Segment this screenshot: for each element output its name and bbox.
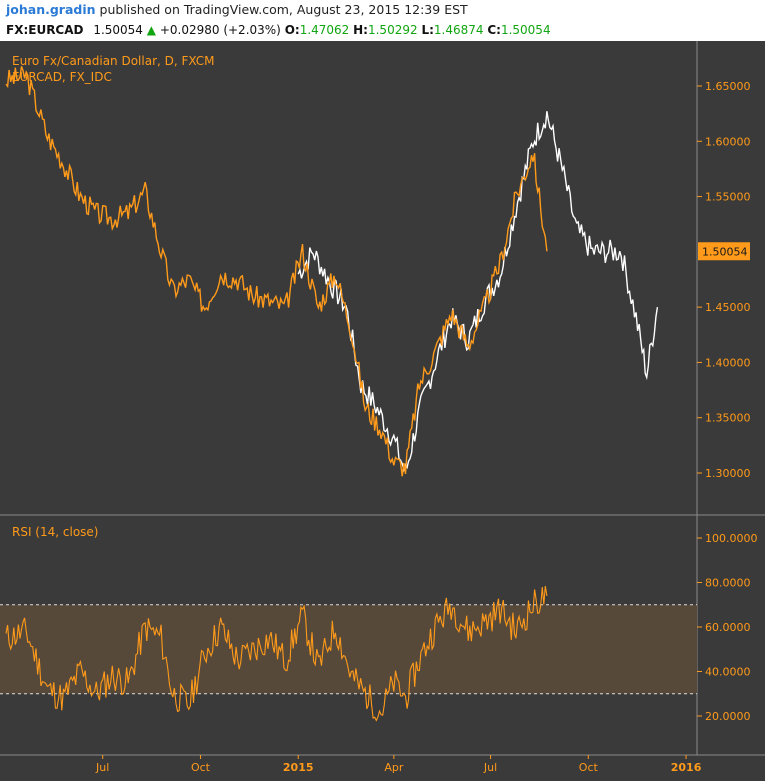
rsi-tick-label: 100.0000	[705, 532, 758, 545]
published-text: published on TradingView.com, August 23,…	[99, 2, 468, 17]
high-value: 1.50292	[367, 23, 418, 37]
price-tick-label: 1.55000	[705, 191, 751, 204]
author-link[interactable]: johan.gradin	[6, 2, 96, 17]
compare-series-title: EURCAD, FX_IDC	[12, 70, 112, 84]
rsi-tick-label: 60.0000	[705, 621, 751, 634]
price-tick-label: 1.60000	[705, 135, 751, 148]
time-tick-label: 2015	[283, 761, 314, 774]
open-value: 1.47062	[299, 23, 350, 37]
time-tick-label: Jul	[483, 761, 497, 774]
symbol-name: FX:EURCAD	[6, 23, 84, 37]
primary-series-line	[5, 66, 548, 477]
price-tick-label: 1.65000	[705, 80, 751, 93]
rsi-pane[interactable]: 100.0000 80.0000 60.0000 40.0000 20.0000	[0, 532, 758, 723]
last-price-badge	[698, 242, 750, 261]
symbol-quote-bar: FX:EURCAD 1.50054 ▲ +0.02980 (+2.03%) O:…	[0, 20, 765, 40]
up-arrow-icon: ▲	[146, 23, 156, 37]
publish-header: johan.gradin published on TradingView.co…	[0, 0, 765, 20]
price-pane[interactable]: 1.65000 1.60000 1.55000 1.45000 1.40000 1.350…	[5, 66, 751, 480]
time-tick-label: 2016	[671, 761, 702, 774]
change-value: +0.02980 (+2.03%)	[159, 23, 281, 37]
close-value: 1.50054	[500, 23, 551, 37]
high-label: H:	[353, 23, 368, 37]
price-tick-label: 1.30000	[705, 467, 751, 480]
time-tick-label: Apr	[384, 761, 404, 774]
time-tick-label: Jul	[95, 761, 109, 774]
time-tick-label: Oct	[579, 761, 599, 774]
rsi-tick-label: 40.0000	[705, 666, 751, 679]
main-series-title: Euro Fx/Canadian Dollar, D, FXCM	[12, 54, 215, 68]
rsi-line	[5, 586, 548, 722]
time-tick-label: Oct	[191, 761, 211, 774]
rsi-tick-label: 20.0000	[705, 710, 751, 723]
rsi-title: RSI (14, close)	[12, 525, 98, 539]
rsi-tick-label: 80.0000	[705, 577, 751, 590]
last-price-label: 1.50054	[702, 245, 748, 258]
price-tick-label: 1.40000	[705, 356, 751, 369]
close-label: C:	[487, 23, 501, 37]
rsi-band	[0, 604, 697, 694]
low-label: L:	[421, 23, 434, 37]
chart-canvas: 1.65000 1.60000 1.55000 1.45000 1.40000 1.350…	[0, 41, 765, 781]
price-tick-label: 1.45000	[705, 301, 751, 314]
time-axis[interactable]: Jul Oct 2015 Apr Jul Oct 2016	[95, 755, 702, 774]
price-tick-label: 1.35000	[705, 412, 751, 425]
last-price: 1.50054	[93, 23, 143, 37]
open-label: O:	[284, 23, 300, 37]
low-value: 1.46874	[433, 23, 484, 37]
